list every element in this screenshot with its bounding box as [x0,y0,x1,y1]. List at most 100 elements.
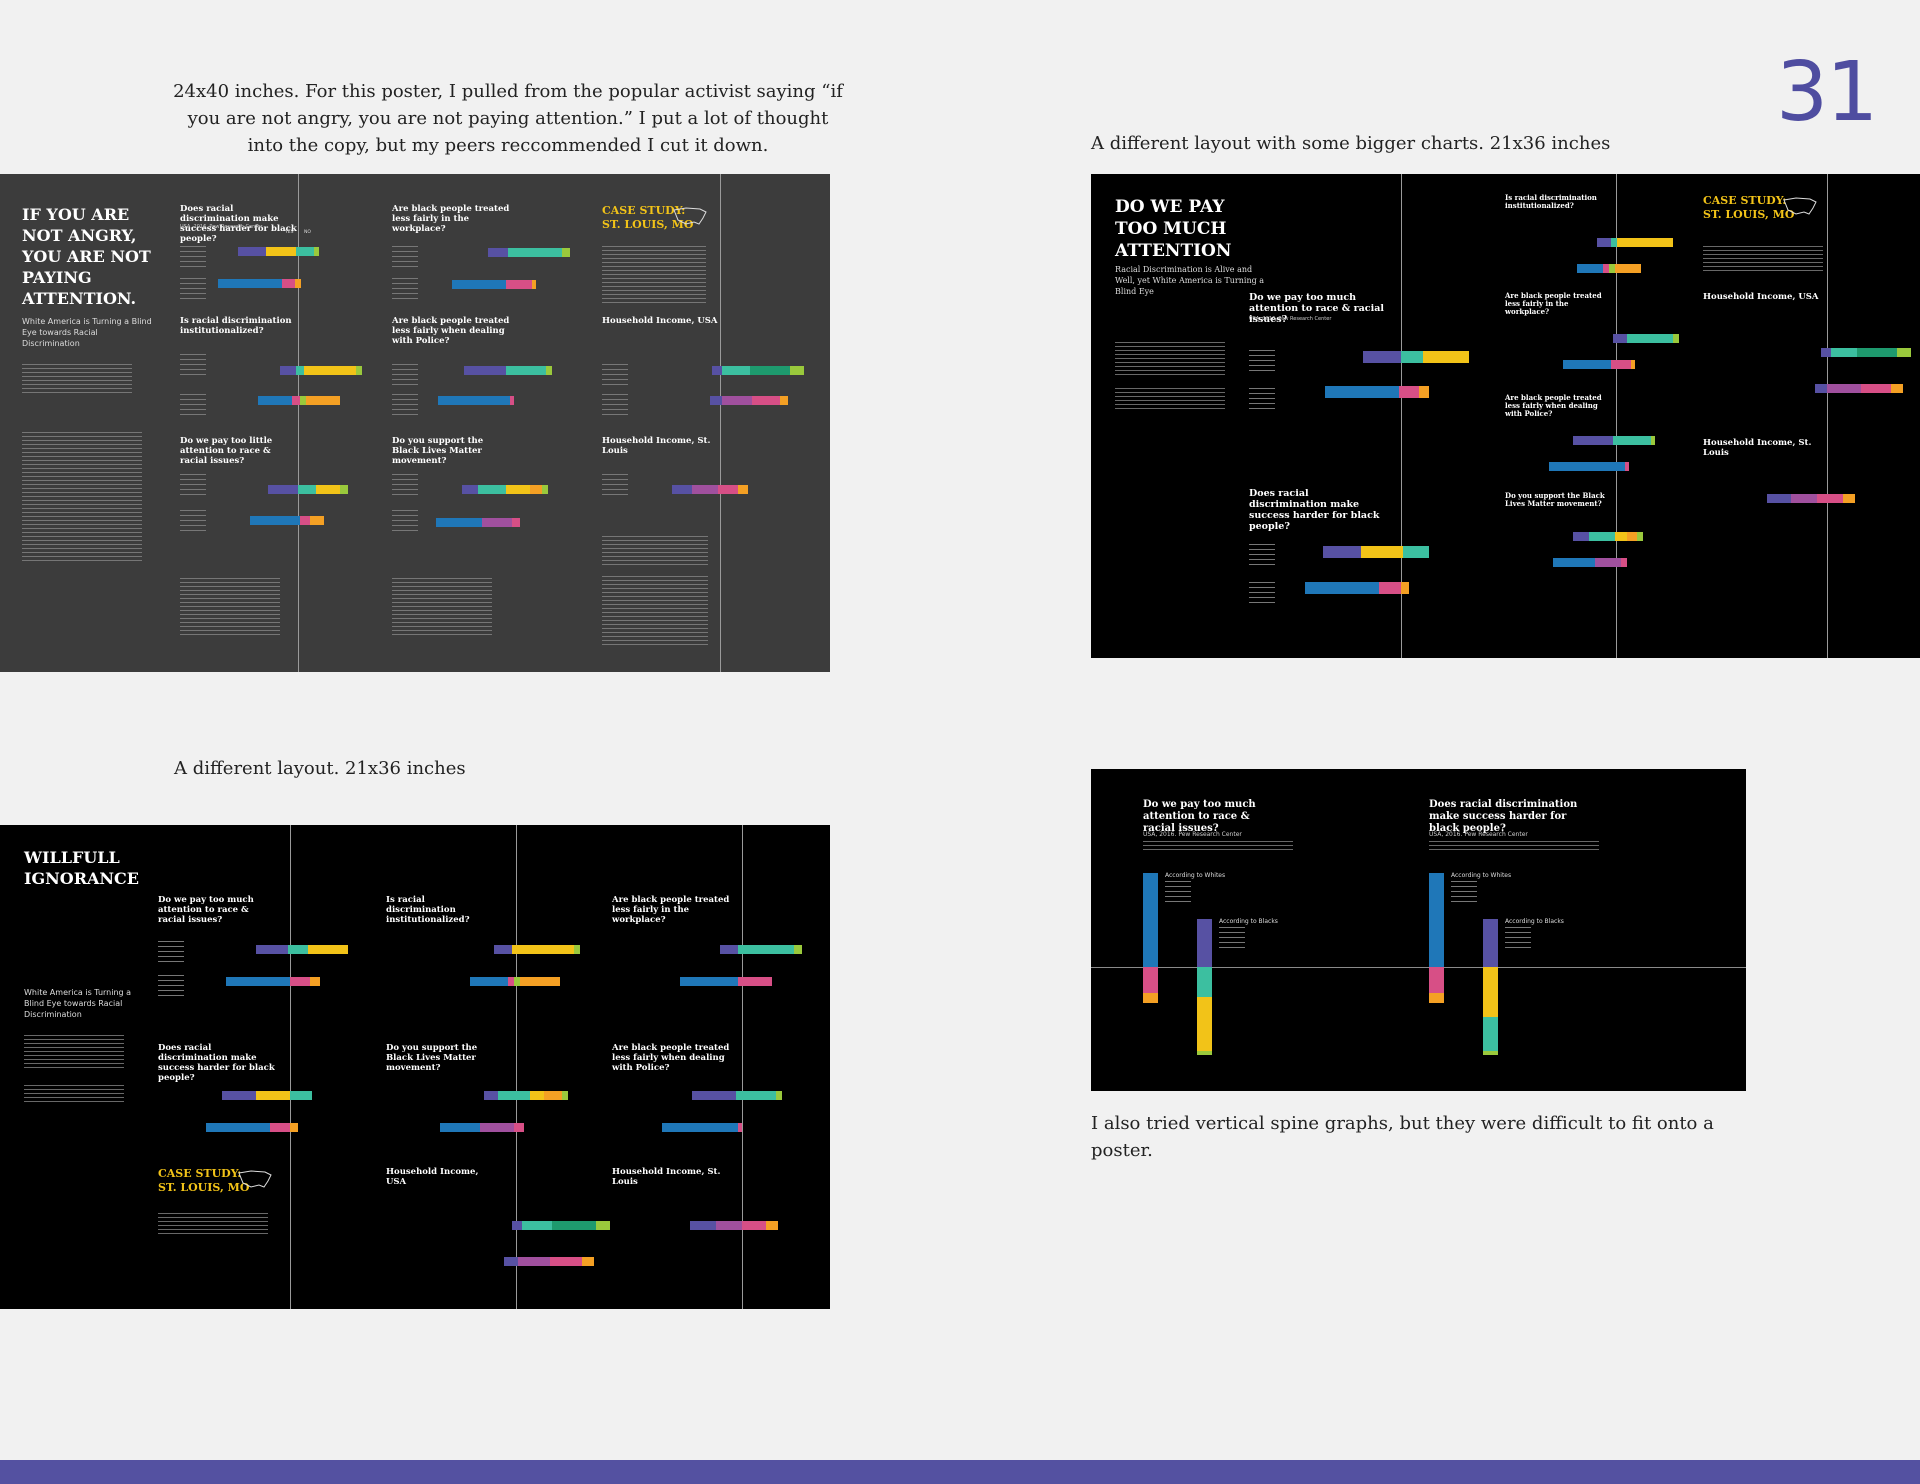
legend-whites: According to Whites [1165,872,1226,879]
legend [1219,927,1245,949]
chart-title: Household Income, USA [602,316,718,326]
fold-line [516,825,517,1309]
chart-title: Household Income, St. Louis [1703,438,1812,458]
bar-whites [268,485,348,494]
body-text [602,576,708,646]
body-text [24,1085,124,1105]
chart-title: Do we pay too much attention to race & r… [158,895,254,925]
spine-bar-blacks [1483,919,1498,1055]
spine-graph-image: Do we pay too much attention to race & r… [1091,769,1746,1091]
poster-title: If you are not angry, you are not paying… [22,205,151,308]
bar-blacks [662,1123,742,1132]
poster-subtitle: White America is Turning a Blind Eye tow… [22,317,152,348]
bar-white-households [712,366,804,375]
bar-whites [280,366,362,375]
bar-blacks [452,280,536,289]
legend [1165,881,1191,903]
bar-whites [720,945,802,954]
chart-source: USA, 2016. Pew Research Center [1249,316,1332,322]
bar-black-households [710,396,788,405]
body-text [158,1213,268,1237]
bar-blacks [680,977,772,986]
chart-title: Do we pay too much attention to race & r… [1143,799,1256,834]
chart-title: Household Income, St. Louis [612,1167,721,1187]
chart-title: Is racial discrimination institutionaliz… [180,316,292,336]
case-study-label: Case Study: [158,1167,242,1180]
fold-line [1401,174,1402,658]
chart-source: USA, 2016. Pew Research Center [1143,831,1242,838]
body-text [602,536,708,566]
fold-line [742,825,743,1309]
chart-title: Do we pay too little attention to race &… [180,436,273,466]
bar-black-stlouis [690,1221,778,1230]
spine-bar-blacks [1197,919,1212,1055]
fold-line [1616,174,1617,658]
legend [1249,388,1275,412]
bar-blacks [218,279,301,288]
legend-whites: According to Whites [1451,872,1512,879]
body-text [1115,388,1225,412]
bar-black-stlouis [672,485,748,494]
case-study-label: Case Study: [1703,194,1787,207]
body-text [392,578,492,638]
poster1-image: If you are not angry, you are not paying… [0,174,830,672]
usa-map-icon [1783,197,1817,215]
poster-title: Do we pay too much attention [1115,197,1232,261]
chart-title: Are black people treated less fairly in … [392,204,510,234]
bar-blacks [258,396,340,405]
fold-line [290,825,291,1309]
bar-white-households [512,1221,610,1230]
bar-whites [692,1091,782,1100]
legend [180,278,206,302]
bar-blacks [226,977,320,986]
bar-blacks [440,1123,524,1132]
chart-source: USA, 2016. Pew Research Center [180,224,263,230]
body-text [180,578,280,638]
chart-title: Does racial discrimination make success … [1249,488,1380,532]
bar-blacks [206,1123,298,1132]
bar-whites [1573,532,1643,541]
spine-axis [1091,967,1746,968]
chart-title: Does racial discrimination make success … [158,1043,275,1083]
bar-whites [1597,238,1673,247]
legend [180,246,206,270]
chart-title: Do we pay too much attention to race & r… [1249,292,1384,325]
bar-blacks [438,396,514,405]
chart-title: Do you support the Black Lives Matter mo… [1505,491,1605,508]
poster3-image: Willfull Ignorance White America is Turn… [0,825,830,1309]
chart-title: Household Income, USA [1703,292,1819,302]
legend-blacks: According to Blacks [1505,918,1564,925]
bottom-accent-band [0,1460,1920,1484]
page-number: 31 [1776,45,1878,140]
legend [1249,544,1275,568]
poster-subtitle: White America is Turning a Blind Eye tow… [24,988,132,1019]
legend-blacks: According to Blacks [1219,918,1278,925]
bar-blacks [1577,264,1641,273]
chart-title: Do you support the Black Lives Matter mo… [386,1043,478,1073]
bar-whites [1363,351,1469,363]
spine-bar-whites [1143,873,1158,1003]
bar-blacks [1305,582,1409,594]
chart-title: Household Income, USA [386,1167,479,1187]
legend [392,364,418,388]
bar-black-households [504,1257,594,1266]
usa-map-icon [238,1170,272,1188]
bar-whites [238,247,319,256]
case-study-label: Case Study: [602,204,686,217]
legend [1505,927,1531,949]
bar-whites [484,1091,568,1100]
bar-whites [1613,334,1679,343]
poster1-caption: 24x40 inches. For this poster, I pulled … [173,81,843,156]
bar-white-households [1821,348,1911,357]
no-label: NO [304,230,311,235]
chart-title: Are black people treated less fairly in … [612,895,730,925]
legend [392,246,418,270]
usa-map-icon [673,207,707,225]
legend [158,941,184,965]
chart-title: Are black people treated less fairly whe… [612,1043,730,1073]
fold-line [720,174,721,672]
chart-title: Are black people treated less fairly in … [1505,291,1602,316]
chart-title: Is racial discrimination institutionaliz… [386,895,470,925]
case-study-city: St. Louis, MO [602,218,694,231]
bar-whites [464,366,552,375]
